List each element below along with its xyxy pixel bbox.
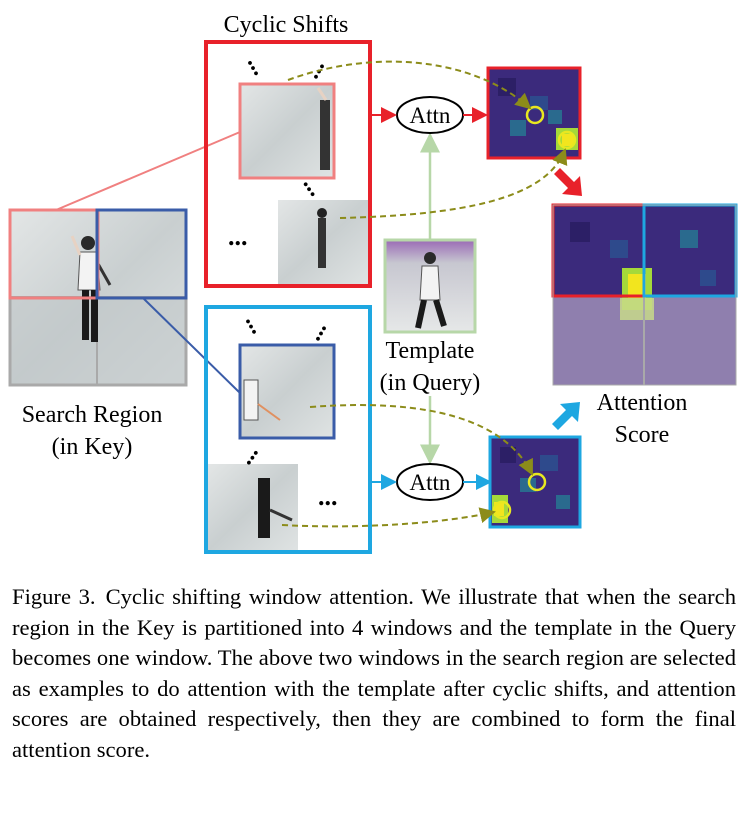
- olive-dashed-arrow-2: [339, 148, 568, 219]
- search-region-label-line2: (in Key): [52, 434, 133, 460]
- heatmap-top: [486, 66, 582, 160]
- attn-top-label: Attn: [410, 103, 451, 128]
- red-cyclic-shift-box: [204, 40, 372, 288]
- shifted-window-red-1: [238, 82, 336, 180]
- olive-dashed-arrow-3: [309, 404, 533, 476]
- ellipsis-red-left: ...: [228, 222, 248, 251]
- caption-text: Cyclic shifting window attention. We ill…: [12, 584, 736, 762]
- shifted-window-blue-1: [238, 343, 336, 440]
- search-region-label-line1: Search Region: [22, 402, 163, 428]
- shifted-window-red-2: [278, 200, 368, 284]
- red-combine-arrow: [554, 168, 582, 196]
- attention-score-label-line1: Attention: [597, 390, 688, 416]
- shifted-window-blue-2: [208, 464, 298, 550]
- ellipsis-blue-right: ...: [318, 482, 338, 511]
- figure-caption: Figure 3. Cyclic shifting window attentio…: [12, 582, 736, 766]
- blue-cyclic-shift-box: [204, 305, 372, 554]
- ellipsis-blue-top-right: ...: [301, 317, 333, 346]
- template-label-line2: (in Query): [380, 370, 481, 396]
- blue-connector-line: [142, 297, 241, 394]
- ellipsis-red-top-left: ...: [242, 51, 274, 80]
- attn-bottom-label: Attn: [410, 470, 451, 495]
- blue-combine-arrow: [552, 402, 580, 430]
- pink-connector-line: [55, 131, 241, 211]
- ellipsis-red-top-right: ...: [299, 55, 331, 84]
- heatmap-bottom: [488, 435, 582, 529]
- template-image: [383, 238, 477, 334]
- olive-dashed-arrow-1: [287, 60, 532, 110]
- olive-dashed-arrow-4: [281, 507, 496, 528]
- cyclic-shifts-label: Cyclic Shifts: [224, 12, 349, 38]
- figure-number: Figure 3.: [12, 584, 96, 609]
- figure-diagram: Cyclic Shifts Search Region (in Key) ...…: [8, 12, 738, 554]
- combined-attention-score: [551, 203, 738, 386]
- search-window-top-right: [95, 208, 188, 300]
- ellipsis-blue-top-left: ...: [240, 310, 272, 339]
- template-label-line1: Template: [386, 338, 475, 364]
- attention-score-label-line2: Score: [615, 422, 670, 448]
